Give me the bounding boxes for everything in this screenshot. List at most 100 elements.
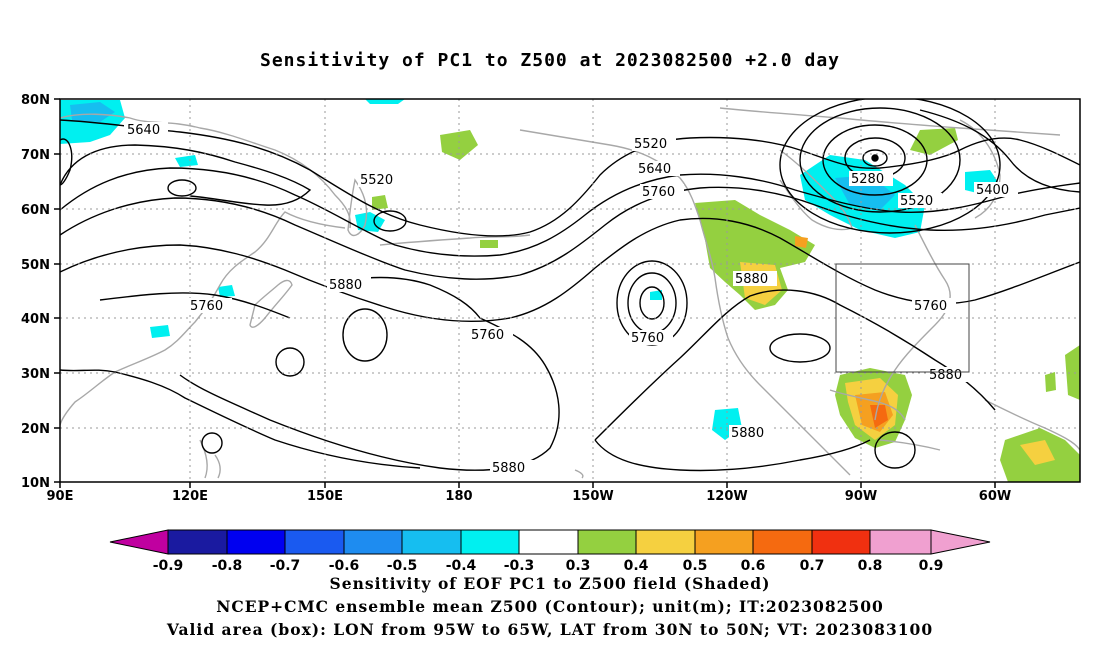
patch-green-2 xyxy=(910,128,958,155)
patch-cyan-1 xyxy=(365,99,405,104)
patch-cyan-2 xyxy=(175,155,198,167)
contour-5880-east xyxy=(594,289,996,441)
colorbar-cell xyxy=(343,529,403,555)
map-title: Sensitivity of PC1 to Z500 at 2023082500… xyxy=(259,50,840,71)
patch-cyan-4 xyxy=(218,285,235,297)
coast-alaska xyxy=(519,129,701,221)
contour-label: 5280 xyxy=(851,172,884,187)
patch-cyan-northwest-inner xyxy=(70,102,115,122)
patch-green-1 xyxy=(440,130,478,160)
contour-5640-b xyxy=(60,186,1080,280)
coast-asia-east xyxy=(60,211,346,426)
lat-label: 60N xyxy=(21,203,50,218)
colorbar-cell xyxy=(518,529,579,555)
patch-cyan-7 xyxy=(650,290,662,300)
contour-ring-7 xyxy=(874,431,916,469)
lat-label: 40N xyxy=(21,312,50,327)
contour-low-arctic-4 xyxy=(799,107,961,213)
contour-low-arctic-center xyxy=(871,154,879,162)
colorbar-label: 0.8 xyxy=(858,558,883,574)
lat-label: 70N xyxy=(21,148,50,163)
lon-label: 120W xyxy=(706,489,747,504)
patch-green-east xyxy=(1065,345,1080,400)
footer-line-3: Valid area (box): LON from 95W to 65W, L… xyxy=(166,620,934,639)
contour-ring-west xyxy=(60,138,73,186)
lon-label: 60W xyxy=(979,489,1011,504)
colorbar-label: -0.6 xyxy=(329,558,360,574)
contour-ring-6 xyxy=(769,333,831,363)
patch-cyan-5 xyxy=(150,325,170,338)
coast-hudson xyxy=(779,149,853,231)
colorbar-label: 0.4 xyxy=(624,558,649,574)
lat-label: 30N xyxy=(21,367,50,382)
patch-green-4 xyxy=(480,240,498,248)
coast-cuba xyxy=(879,439,941,451)
colorbar-cell xyxy=(752,529,813,555)
axis-ticks xyxy=(54,98,996,488)
colorbar-cell xyxy=(811,529,871,555)
contour-low-arctic-1 xyxy=(862,149,888,167)
contour-5760 xyxy=(60,217,1080,322)
colorbar-label: 0.9 xyxy=(919,558,944,574)
patch-green-3 xyxy=(372,195,388,210)
map-frame xyxy=(59,98,1081,483)
colorbar-cell xyxy=(577,529,637,555)
lon-labels: 90E 120E 150E 180 150W 120W 90W 60W xyxy=(47,489,1012,504)
contour-label: 5880 xyxy=(929,368,962,383)
colorbar-label: 0.3 xyxy=(566,558,591,574)
lon-label: 150E xyxy=(307,489,343,504)
colorbar-label: -0.7 xyxy=(270,558,301,574)
colorbar-label: -0.9 xyxy=(153,558,184,574)
contour-label: 5880 xyxy=(329,278,362,293)
contour-low-arctic-5 xyxy=(779,99,1001,234)
contour-label: 5640 xyxy=(127,123,160,138)
colorbar-label: 0.7 xyxy=(800,558,825,574)
z500-contours xyxy=(60,99,1080,472)
colorbar-cell xyxy=(226,529,286,555)
contour-low-pacific-3 xyxy=(639,286,665,320)
grid-lines xyxy=(60,99,1080,482)
coast-asia-north xyxy=(60,113,352,229)
coast-hawaii xyxy=(574,469,584,479)
colorbar-label: -0.4 xyxy=(446,558,477,574)
patch-yellow-atlantic xyxy=(1020,440,1055,465)
contour-5880 xyxy=(179,276,560,471)
contour-ring-4 xyxy=(275,347,305,377)
colorbar-cell xyxy=(635,529,696,555)
contour-ring-3 xyxy=(342,308,388,362)
contour-ring-5 xyxy=(201,432,223,454)
colorbar-label: -0.8 xyxy=(212,558,243,574)
coast-arctic xyxy=(719,107,1061,136)
coast-aleutians xyxy=(379,234,531,246)
patch-orange-nwamerica xyxy=(795,236,808,248)
contour-5760-b xyxy=(99,292,291,319)
lat-label: 20N xyxy=(21,422,50,437)
lon-label: 120E xyxy=(172,489,208,504)
patch-red-caribbean xyxy=(870,405,888,428)
patch-green-nwamerica xyxy=(695,200,815,310)
footer-line-1: Sensitivity of EOF PC1 to Z500 field (Sh… xyxy=(329,574,771,593)
shaded-sensitivity xyxy=(60,99,1080,482)
coast-gulf xyxy=(829,389,906,421)
contour-label: 5760 xyxy=(914,299,947,314)
contour-low-arctic-3 xyxy=(822,124,928,196)
lat-label: 80N xyxy=(21,93,50,108)
contour-label: 5760 xyxy=(190,299,223,314)
lon-label: 150W xyxy=(572,489,613,504)
contour-label: 5880 xyxy=(731,426,764,441)
contour-label: 5520 xyxy=(900,194,933,209)
contour-labels: 5640 5520 5520 5640 5760 5760 5880 5760 … xyxy=(124,122,1018,476)
coast-namerica-east xyxy=(874,224,951,421)
colorbar-labels: -0.9 -0.8 -0.7 -0.6 -0.5 -0.4 -0.3 0.3 0… xyxy=(153,558,944,574)
contour-label: 5400 xyxy=(976,183,1009,198)
contour-label: 5640 xyxy=(638,162,671,177)
colorbar-max-arrow xyxy=(930,529,991,555)
colorbar-min-arrow xyxy=(109,529,169,555)
valid-area-box xyxy=(835,263,970,373)
colorbar-cell xyxy=(869,529,932,555)
coast-namerica-west xyxy=(699,219,851,476)
contour-5880-low xyxy=(594,439,871,472)
contour-5400 xyxy=(919,109,1080,193)
contour-label: 5880 xyxy=(492,461,525,476)
contour-label: 5760 xyxy=(471,328,504,343)
